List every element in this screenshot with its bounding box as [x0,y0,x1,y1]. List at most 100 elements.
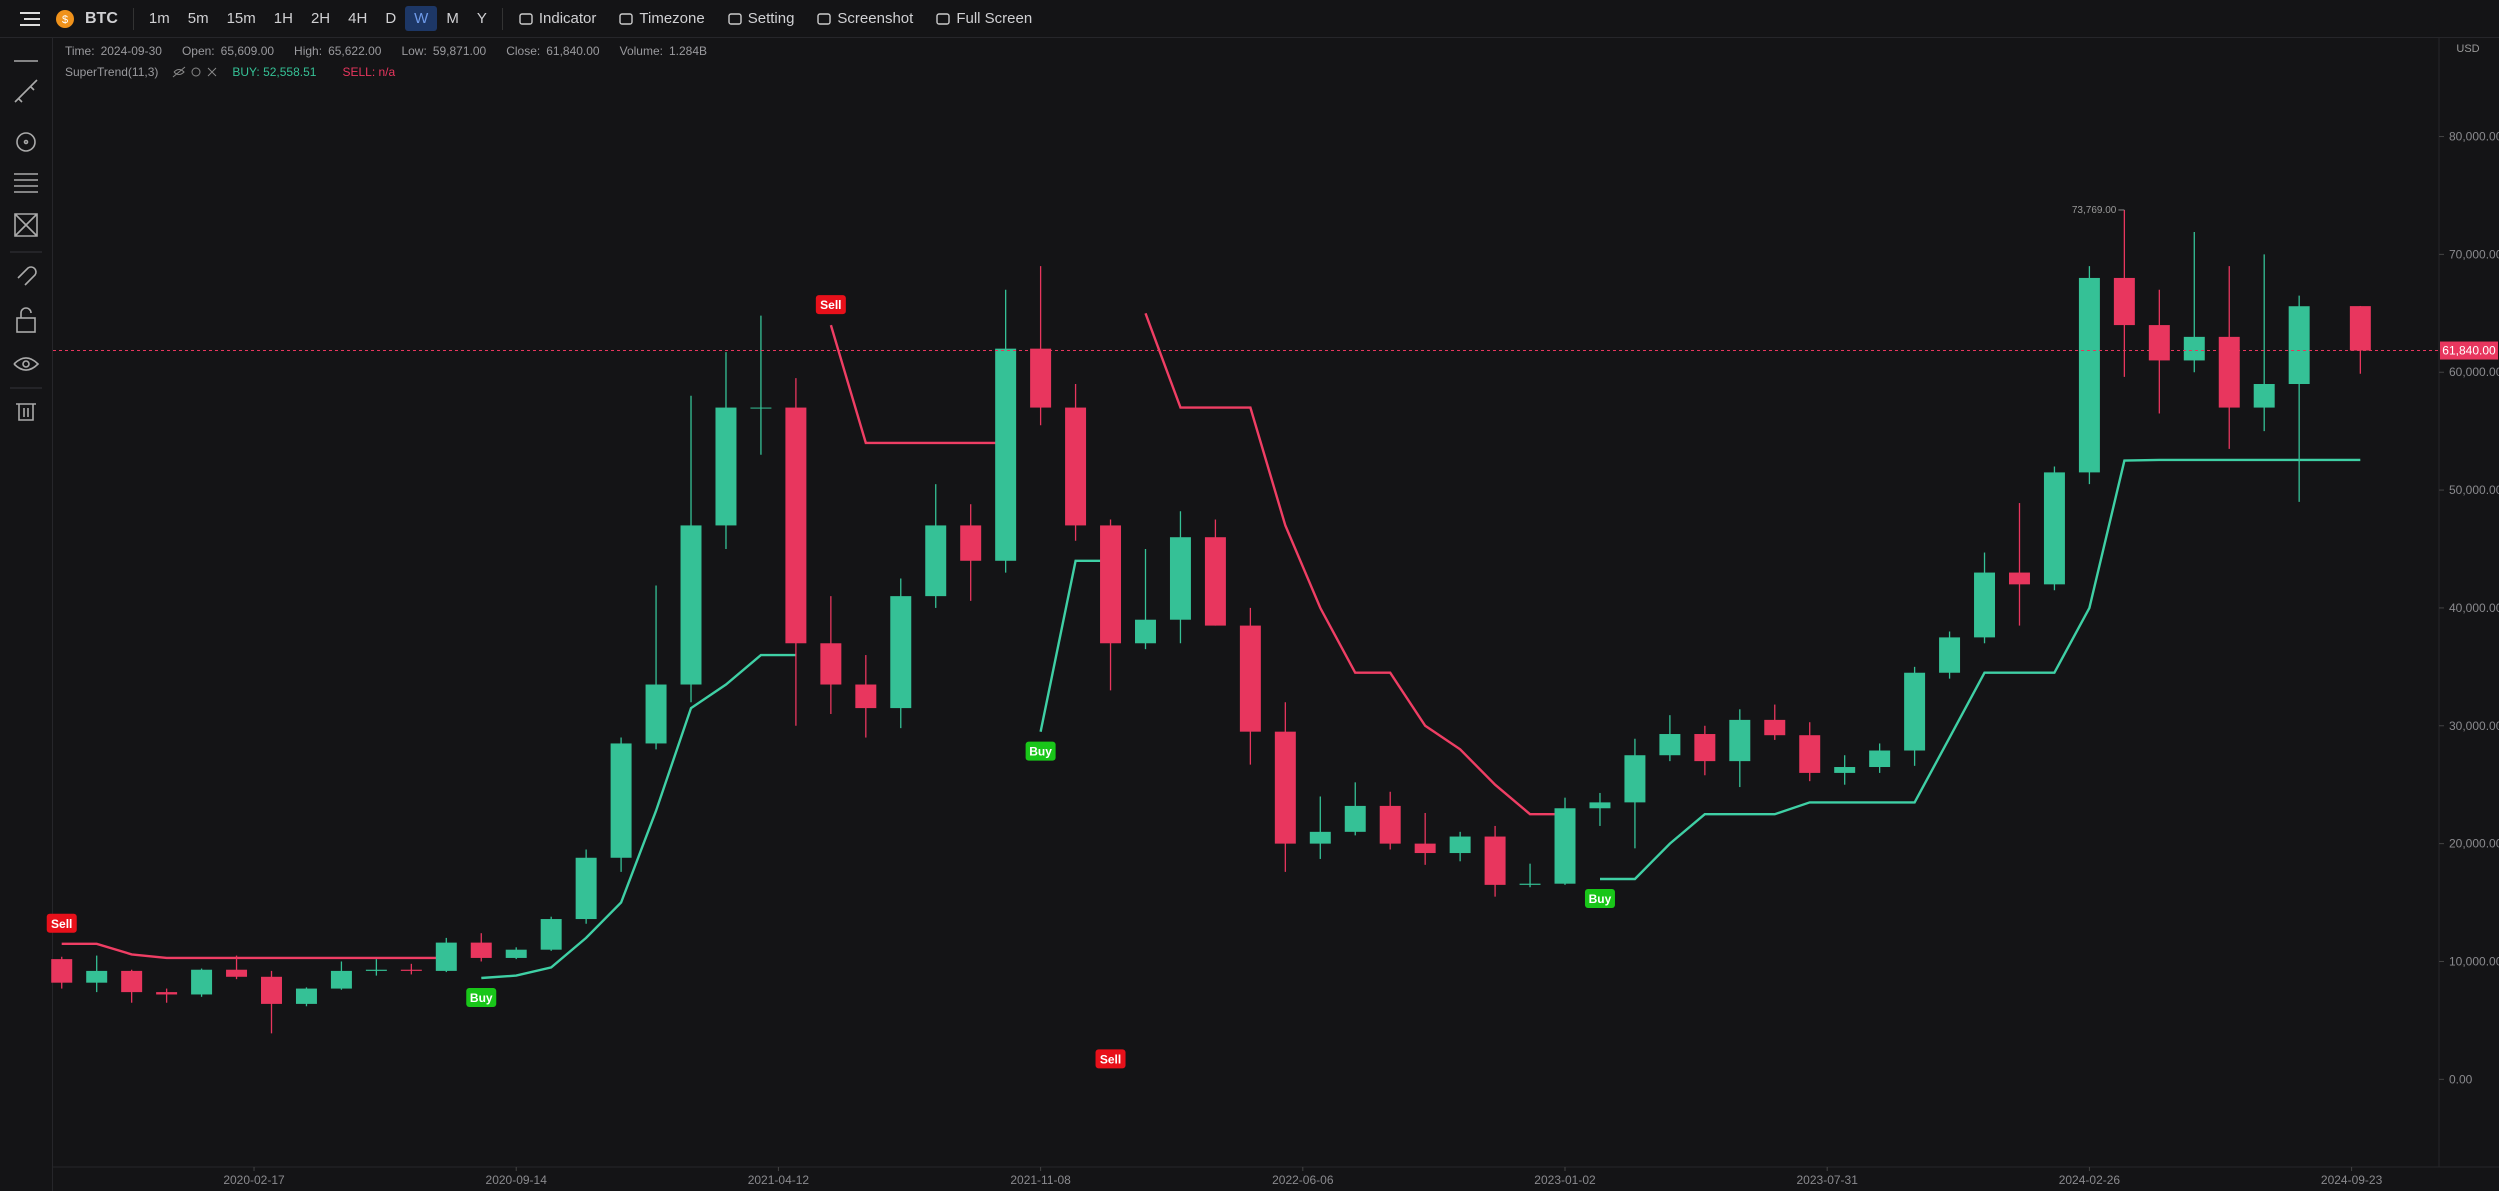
supertrend-line [481,458,2361,980]
interval-button[interactable]: 4H [348,10,368,27]
tool-pattern[interactable] [14,213,38,237]
candle-body [2043,472,2065,585]
button-label: Indicator [538,10,597,27]
coin-icon: $ [56,9,74,28]
toolbar-button[interactable]: Setting [718,6,804,31]
toolbar: $ BTC 1m 5m 15m 1H 2H 4H D W M Y Indicator Timezon… [0,0,2499,38]
toolbar-button[interactable]: Screenshot [807,6,922,31]
candle-body [191,969,213,995]
candle-body [1135,619,1156,644]
signal-badge [815,295,846,315]
candle-body [51,959,73,983]
candle-body [435,942,457,971]
candle-body [470,942,492,958]
tool-eye[interactable] [13,357,40,371]
info-value: 2024-09-30 [100,44,162,58]
interval-button[interactable]: 1m [148,10,170,27]
info-key: Volume: [619,44,663,58]
candle-body [855,684,877,709]
candle-body [261,976,282,1004]
intervals: 1m 5m 15m 1H 2H 4H D W M Y [140,6,496,31]
y-tick-label: 30,000.00 [2449,719,2499,733]
tool-circle[interactable] [16,132,36,152]
interval-button[interactable]: M [446,10,459,27]
interval-button[interactable]: D [385,10,397,27]
info-key: Time: [65,44,95,58]
y-tick-label: 60,000.00 [2449,365,2499,379]
toolbar-button[interactable]: Full Screen [926,6,1041,31]
candle-body [226,969,248,977]
interval-button[interactable]: 2H [310,10,331,27]
candle-body [1449,836,1471,854]
price-tag-label: 61,840.00 [2442,344,2496,358]
info-item: Volume: 1.284B [620,44,707,58]
tool-fib[interactable] [14,173,38,193]
info-item: Low: 59,871.00 [401,44,486,58]
interval-button[interactable]: 5m [187,10,209,27]
candle-body [610,743,632,858]
currency: USD [2456,43,2479,55]
signal-label: Buy [1029,745,1052,759]
candle-body [1379,805,1401,844]
toolbar-button[interactable]: Timezone [609,6,713,31]
price-tag [2440,341,2498,360]
candle-body [2078,277,2100,473]
symbol[interactable]: BTC [85,9,118,27]
y-tick-label: 0.00 [2449,1072,2473,1086]
tool-lock[interactable] [16,307,36,333]
info-key: Close: [506,44,541,58]
candle-body [575,857,597,920]
signal-badge [1584,888,1615,908]
candle-body [960,525,982,561]
supertrend-line [61,312,1565,960]
info-item: Open: 65,609.00 [182,44,274,58]
interval-button[interactable]: 15m [226,10,256,27]
candle-body [1939,637,1961,673]
x-tick-label: 2024-09-23 [2321,1173,2383,1187]
info-value: 65,622.00 [328,44,382,58]
candle-body [890,596,912,709]
y-tick-label: 20,000.00 [2449,837,2499,851]
candle-body [1694,734,1716,762]
candle-body [995,348,1017,561]
button-icon [817,12,832,25]
indicator-sell: SELL: n/a [342,65,396,79]
signal-label: Sell [820,298,841,312]
candle-body [820,643,842,685]
candle-body [86,970,108,983]
candle-body [400,969,422,971]
svg-text:$: $ [62,14,68,26]
info-value: 59,871.00 [432,44,487,58]
y-tick-label: 50,000.00 [2449,483,2499,497]
candle-body [365,969,387,971]
x-tick-label: 2023-07-31 [1797,1173,1859,1187]
button-label: Setting [747,10,795,27]
toolbar-button[interactable]: Indicator [509,6,606,31]
candle-body [1764,719,1786,736]
signal-label: Buy [470,991,493,1005]
button-label: Timezone [639,10,705,27]
tool-delete[interactable] [16,403,36,421]
button-icon [728,12,742,25]
x-tick-label: 2024-02-26 [2059,1173,2121,1187]
signal-label: Buy [1589,892,1612,906]
candle-body [1904,672,1926,751]
candle-body [1065,407,1087,526]
candle-body [1834,767,1856,773]
tool-trend[interactable] [14,79,38,103]
candle-body [1030,348,1052,408]
info-item: Close: 61,840.00 [506,44,599,58]
candle-body [1659,734,1681,756]
drawing-tools [0,38,53,1191]
candle-body [1729,719,1751,762]
interval-button[interactable]: 1H [273,10,293,27]
tool-magnet[interactable] [17,266,37,286]
indicator-controls[interactable] [170,65,220,79]
interval-button[interactable]: Y [476,10,487,27]
candle-body [2253,384,2275,408]
indicator-name: SuperTrend(11,3) [65,65,159,79]
ohlc-info: Time: 2024-09-30 Open: 65,609.00 High: 65,622… [65,44,707,58]
menu-icon[interactable] [14,7,54,31]
interval-button[interactable]: W [405,6,438,31]
